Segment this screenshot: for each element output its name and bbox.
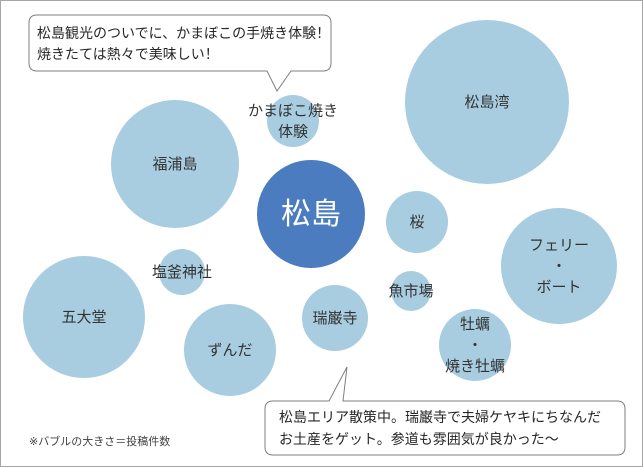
bubble-label-ferry-boat-0: フェリー: [529, 236, 589, 254]
callout-bottom-line-1: 松島エリア散策中。瑞巌寺で夫婦ケヤキにちなんだ: [279, 409, 601, 426]
callout-bottom-line-2: お土産をゲット。参道も雰囲気が良かった～: [279, 431, 559, 448]
bubble-label-oyster-1: ・: [467, 336, 482, 354]
bubble-kamaboko: [267, 95, 319, 147]
bubble-uoichiba: [391, 271, 431, 311]
bubble-label-matsushima-bay-0: 松島湾: [464, 93, 509, 111]
bubble-shiogama-shrine: [159, 249, 205, 295]
footnote: ※バブルの大きさ＝投稿件数: [29, 435, 171, 448]
bubble-label-kamaboko-0: かまぼこ焼き: [248, 102, 338, 120]
bubble-zunda: [184, 304, 276, 396]
bubble-ferry-boat: [501, 208, 617, 324]
bubble-label-godaido-0: 五大堂: [61, 308, 106, 326]
bubble-matsushima-bay: [405, 20, 569, 184]
bubble-label-ferry-boat-2: ボート: [536, 278, 581, 296]
bubble-label-ferry-boat-1: ・: [551, 257, 566, 275]
bubble-label-shiogama-shrine-0: 塩釜神社: [152, 263, 212, 281]
callout-bottom-box: [264, 366, 626, 456]
callout-top-line-1: 松島観光のついでに、かまぼこの手焼き体験！: [37, 25, 330, 42]
callout-top-box: [28, 14, 332, 92]
bubble-fukuurajima: [111, 100, 239, 228]
bubble-matsushima: [257, 160, 365, 268]
bubble-sakura: [386, 191, 448, 253]
bubble-godaido: [23, 256, 145, 378]
bubble-label-fukuurajima-0: 福浦島: [152, 155, 197, 173]
bubble-zuiganji: [302, 285, 368, 351]
bubble-label-matsushima-0: 松島: [281, 197, 341, 232]
bubble-oyster: [439, 309, 511, 381]
callout-top-line-2: 焼きたては熱々で美味しい！: [37, 47, 219, 63]
bubble-label-kamaboko-1: 体験: [278, 123, 308, 141]
bubble-label-sakura-0: 桜: [409, 213, 424, 231]
bubble-label-zuiganji-0: 瑞巌寺: [312, 309, 357, 327]
bubble-label-oyster-2: 焼き牡蠣: [445, 357, 505, 375]
bubble-label-zunda-0: ずんだ: [207, 341, 252, 359]
bubble-label-oyster-0: 牡蠣: [460, 315, 490, 333]
bubble-label-uoichiba-0: 魚市場: [388, 282, 433, 300]
